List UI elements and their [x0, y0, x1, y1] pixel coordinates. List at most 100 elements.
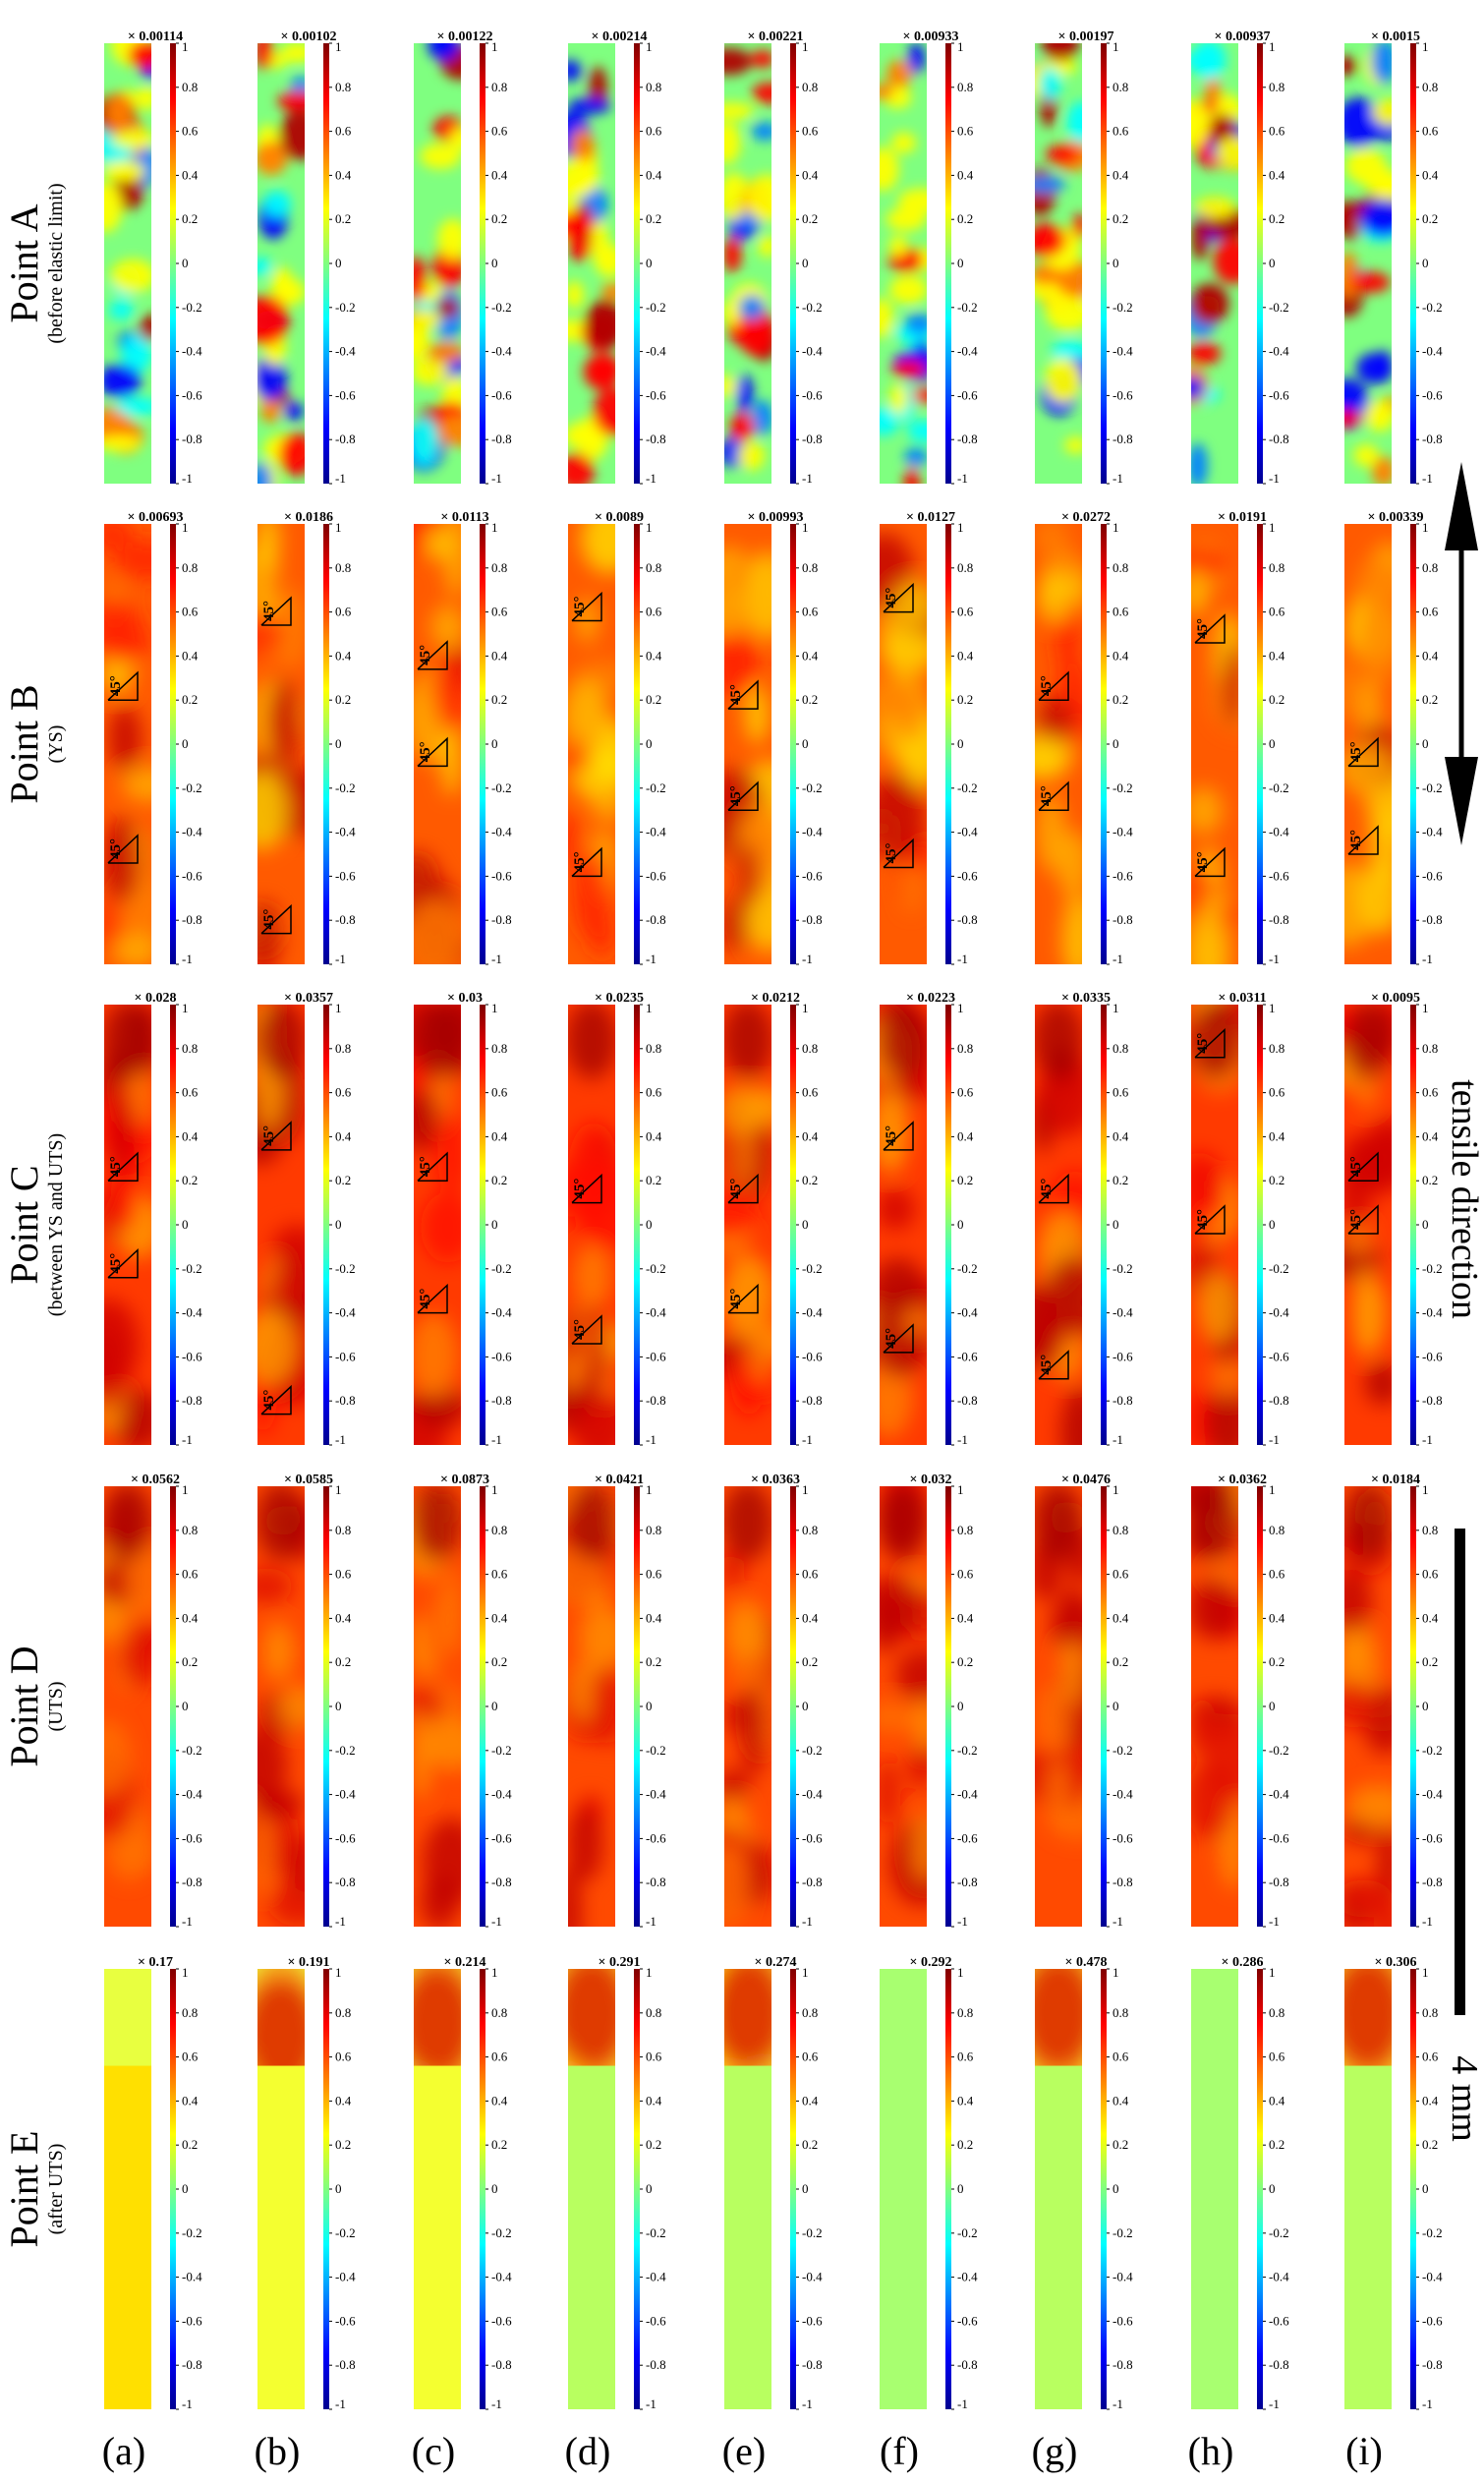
colorbar-tick-label: 0.2 — [1113, 1654, 1128, 1669]
colorbar-tick-label: 0.2 — [802, 692, 818, 707]
colorbar-tick-label: 0.6 — [646, 2050, 662, 2064]
colorbar-tick-label: -0.8 — [335, 2357, 356, 2372]
colorbar-tick-label: 0.2 — [802, 211, 818, 226]
colorbar-tick-label: -1 — [957, 1432, 968, 1447]
panel-row: × 0.056210.80.60.40.20-0.2-0.4-0.6-0.8-1… — [104, 1472, 1443, 1929]
colorbar-tick-label: -0.6 — [335, 868, 356, 883]
colorbar-tick-label: -1 — [802, 1432, 813, 1447]
colorbar-tick-label: -0.6 — [646, 2313, 666, 2328]
colorbar-tick-label: -0.6 — [957, 868, 978, 883]
colorbar-tick-label: 0.2 — [491, 2137, 507, 2152]
colorbar-tick-label: 1 — [1113, 1965, 1119, 1980]
colorbar-tick-label: 0.2 — [335, 1173, 351, 1187]
shear-band-marker: 45° — [107, 834, 139, 864]
colorbar-tick-label: 0.4 — [1113, 167, 1129, 182]
colorbar-tick-label: -0.6 — [182, 1830, 202, 1845]
svg-text:45°: 45° — [418, 741, 433, 762]
colorbar-tick-label: 0.6 — [1113, 1567, 1129, 1582]
colorbar-tick-label: -0.4 — [335, 825, 356, 839]
shear-band-marker: 45° — [417, 1151, 448, 1182]
shear-band-marker: 45° — [107, 670, 139, 701]
shear-band-marker: 45° — [1194, 846, 1226, 878]
colorbar-tick-label: 0.4 — [182, 1610, 199, 1625]
colorbar-tick-label: 1 — [491, 520, 498, 535]
colorbar-tick-label: 0.8 — [1422, 1041, 1438, 1056]
colorbar-tick-label: 0 — [802, 736, 809, 751]
colorbar — [1410, 524, 1416, 964]
colorbar-tick-label: 1 — [182, 1482, 189, 1497]
colorbar-tick-label: -0.6 — [182, 868, 202, 883]
shear-band-marker: 45° — [1038, 1173, 1069, 1204]
colorbar-tick-label: 0 — [491, 2181, 498, 2196]
svg-text:45°: 45° — [728, 785, 744, 806]
colorbar-tick-label: 1 — [646, 39, 653, 54]
colorbar-tick-label: -0.2 — [646, 1261, 666, 1276]
colorbar-tick-label: -1 — [646, 1432, 656, 1447]
colorbar-tick-label: -0.8 — [335, 1875, 356, 1889]
scale-multiplier-label: × 0.00122 — [437, 29, 493, 44]
colorbar-tick-label: 0.4 — [1113, 1610, 1129, 1625]
colorbar-tick-label: 1 — [335, 1482, 342, 1497]
shear-band-marker: 45° — [1038, 780, 1069, 811]
colorbar-tick-label: -0.6 — [957, 387, 978, 402]
colorbar-tick-label: 0.8 — [335, 1041, 351, 1056]
colorbar-tick-label: -0.2 — [1422, 1743, 1443, 1758]
colorbar-tick-label: 0.6 — [491, 124, 508, 139]
shear-band-marker: 45° — [571, 1314, 602, 1345]
colorbar-tick-label: 0.2 — [1113, 692, 1128, 707]
colorbar-tick-label: -0.4 — [491, 2270, 512, 2284]
colorbar-tick-label: 1 — [335, 1001, 342, 1015]
colorbar-tick-label: 0.6 — [802, 2050, 819, 2064]
shear-band-marker: 45° — [260, 1384, 292, 1415]
colorbar-tick-label: 1 — [1422, 520, 1429, 535]
colorbar-tick-label: 0 — [1269, 256, 1276, 270]
colorbar-tick-label: 0.4 — [646, 1128, 662, 1143]
colorbar — [1257, 1486, 1263, 1927]
colorbar-tick-label: 0.2 — [802, 1654, 818, 1669]
colorbar-tick-label: -0.4 — [646, 2270, 666, 2284]
scale-multiplier-label: × 0.0562 — [131, 1472, 180, 1487]
colorbar-tick-label: 0.6 — [491, 1085, 508, 1100]
scale-multiplier-label: × 0.478 — [1065, 1955, 1108, 1970]
scale-multiplier-label: × 0.0015 — [1371, 29, 1420, 44]
colorbar-tick-label: -0.4 — [491, 344, 512, 359]
colorbar — [170, 1005, 176, 1445]
colorbar-tick-label: -0.4 — [491, 825, 512, 839]
colorbar — [1410, 1486, 1416, 1927]
colorbar-tick-label: 1 — [491, 1001, 498, 1015]
strain-map-grid: × 0.00114 1 0.8 0.6 0.4 0.2 0 -0.2 -0.4 -0.6 -0.8 -… — [104, 29, 1443, 2411]
colorbar-tick-label: 0.4 — [335, 1610, 352, 1625]
colorbar-tick-label: -0.8 — [335, 912, 356, 927]
colorbar-tick-label: 1 — [1422, 39, 1429, 54]
colorbar-tick-label: -1 — [1113, 952, 1123, 966]
colorbar-tick-label: -1 — [335, 952, 346, 966]
row-label: Point C (between YS and UTS) — [2, 1133, 67, 1316]
colorbar-tick-label: 0.2 — [646, 211, 661, 226]
colorbar-tick-label: 0.4 — [182, 2093, 199, 2108]
colorbar-tick-label: -0.2 — [335, 300, 356, 315]
svg-text:45°: 45° — [884, 1126, 899, 1146]
row-label: Point B (YS) — [2, 684, 67, 803]
colorbar-tick-label: 0 — [957, 256, 964, 270]
colorbar-tick-label: -0.6 — [335, 1349, 356, 1363]
shear-band-marker: 45° — [1194, 613, 1226, 644]
colorbar — [945, 43, 951, 484]
colorbar — [634, 43, 640, 484]
scale-multiplier-label: × 0.291 — [599, 1955, 641, 1970]
colorbar — [634, 1005, 640, 1445]
colorbar-tick-label: 0.6 — [1422, 1085, 1439, 1100]
colorbar-tick-label: -0.2 — [335, 2225, 356, 2240]
colorbar-tick-label: 0.8 — [1269, 560, 1284, 575]
colorbar-tick-label: -0.6 — [491, 387, 512, 402]
svg-text:45°: 45° — [572, 851, 588, 872]
colorbar-tick-label: 0 — [1269, 2181, 1276, 2196]
colorbar-tick-label: -0.4 — [1422, 344, 1443, 359]
shear-band-marker: 45° — [1347, 1204, 1379, 1235]
colorbar-tick-label: 0.8 — [1113, 560, 1128, 575]
colorbar-tick-label: -0.8 — [802, 1875, 823, 1889]
scale-multiplier-label: × 0.03 — [447, 991, 483, 1006]
